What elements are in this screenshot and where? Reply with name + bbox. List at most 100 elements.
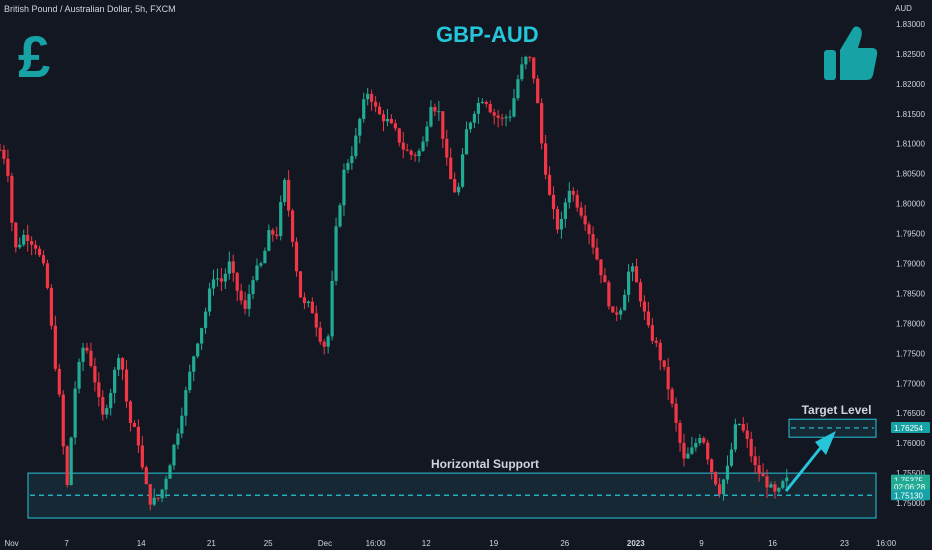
candle [575, 189, 579, 212]
candle [101, 390, 105, 421]
candle [737, 423, 741, 426]
x-tick-label: 23 [840, 539, 849, 548]
candle [2, 145, 6, 165]
candle [152, 488, 156, 507]
candle [370, 89, 374, 111]
annotation-label-0: Horizontal Support [431, 457, 539, 471]
candle [706, 439, 710, 465]
candle [686, 447, 690, 459]
price-label-bg-0 [891, 421, 930, 433]
candle [397, 127, 401, 147]
y-tick-label: 1.79500 [896, 230, 925, 239]
pound-sign-icon: £ [18, 25, 51, 90]
candle [773, 481, 777, 499]
x-tick-label: 7 [64, 539, 69, 548]
candle [203, 307, 208, 334]
candle [476, 97, 480, 124]
candle [385, 108, 390, 127]
candle [540, 98, 544, 150]
y-tick-label: 1.79000 [896, 260, 925, 269]
candle [227, 251, 231, 280]
candle [607, 280, 611, 310]
candle [287, 170, 291, 217]
candle [93, 357, 97, 392]
candle [211, 269, 216, 296]
candle [290, 208, 295, 248]
candle [223, 268, 227, 290]
candle [757, 455, 761, 482]
candle [464, 121, 469, 155]
candle [749, 431, 753, 463]
candle [579, 201, 583, 219]
x-tick-label: Dec [318, 539, 332, 548]
y-tick-label: 1.78500 [896, 289, 925, 298]
y-tick-label: 1.81000 [896, 140, 925, 149]
candle [330, 270, 334, 341]
y-tick-label: 1.76500 [896, 409, 925, 418]
candle [516, 74, 520, 101]
candle [777, 486, 781, 494]
x-tick-label: 26 [560, 539, 569, 548]
candle [338, 203, 342, 228]
y-tick-label: 1.75000 [896, 499, 925, 508]
annotation-zone-0[interactable] [27, 472, 877, 519]
x-tick-label: 12 [422, 539, 431, 548]
candle [49, 284, 53, 330]
symbol-description: British Pound / Australian Dollar, 5h, F… [4, 4, 176, 14]
candle [615, 306, 619, 322]
candle [551, 186, 556, 220]
candle [769, 481, 773, 489]
candle [417, 148, 421, 163]
candle [243, 291, 247, 315]
candle [567, 182, 571, 209]
candle [611, 306, 615, 313]
candle [132, 420, 137, 428]
candle [322, 339, 326, 355]
candle [595, 238, 599, 261]
candle [413, 152, 417, 162]
candle [401, 132, 405, 159]
candle [630, 263, 635, 282]
chart-title: GBP-AUD [436, 22, 539, 47]
price-label-0: 1.76254 [894, 424, 923, 433]
candle [53, 315, 57, 372]
candle [136, 419, 140, 453]
candle [698, 434, 702, 446]
y-tick-label: 1.82500 [896, 50, 925, 59]
candle [247, 284, 251, 317]
x-tick-label: 16:00 [366, 539, 387, 548]
candle [453, 172, 457, 193]
candle [124, 360, 129, 408]
candle [33, 240, 38, 255]
candle [239, 283, 243, 305]
y-tick-label: 1.83000 [896, 20, 925, 29]
candle [148, 483, 152, 511]
price-label-bg-2 [891, 480, 930, 492]
candle [26, 224, 30, 252]
candle [694, 438, 698, 452]
candle [117, 354, 121, 377]
candle [109, 388, 113, 416]
candle [346, 159, 350, 174]
candle [377, 102, 382, 116]
candle [484, 100, 488, 108]
candle [733, 418, 737, 453]
candle [326, 333, 330, 354]
candle [725, 455, 730, 484]
candle [678, 419, 682, 452]
candle [480, 98, 484, 104]
candle [192, 355, 196, 382]
candle [670, 387, 674, 408]
candle [781, 479, 785, 490]
candle [362, 92, 366, 123]
candle [373, 96, 378, 113]
candle [113, 366, 117, 404]
candle [275, 226, 279, 240]
candle [105, 404, 109, 419]
candle [654, 337, 658, 348]
y-tick-label: 1.80000 [896, 200, 925, 209]
y-tick-label: 1.80500 [896, 170, 925, 179]
candle [721, 478, 726, 501]
